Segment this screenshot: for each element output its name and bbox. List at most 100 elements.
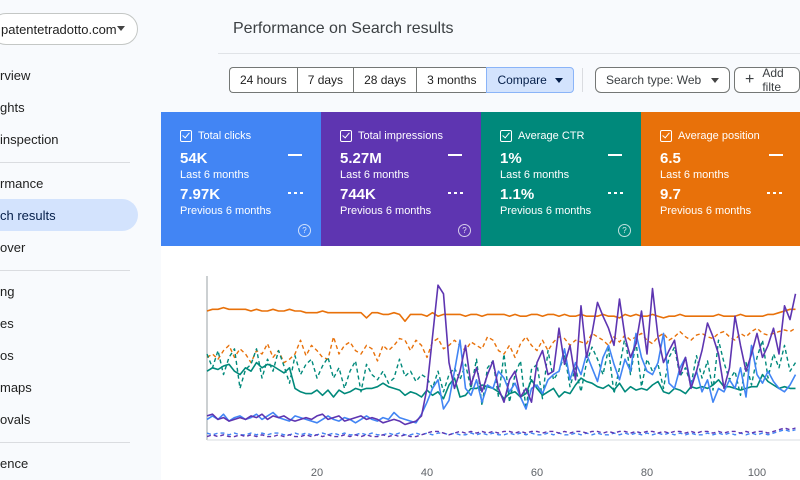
card-value: 1% — [500, 150, 522, 167]
nav-item-search-results[interactable]: ch results — [0, 199, 138, 231]
add-filter-label: Add filte — [762, 66, 784, 94]
nav-item-label: os — [0, 347, 14, 363]
dropdown-arrow-icon — [554, 77, 563, 83]
nav-item-label: es — [0, 315, 14, 331]
nav-item-label: ch results — [0, 207, 56, 223]
x-tick-label: 100 — [748, 467, 766, 479]
card-total-impressions[interactable]: Total impressions 5.27M Last 6 months 74… — [321, 112, 481, 246]
property-selector[interactable]: patentetradotto.com — [0, 13, 138, 45]
nav-item-url-inspection[interactable]: inspection — [0, 123, 138, 155]
card-previous-period: Previous 6 months — [500, 205, 592, 217]
solid-line-legend-icon — [288, 154, 302, 156]
nav-item-pages[interactable]: es — [0, 307, 138, 339]
series-line-1 — [206, 327, 796, 364]
series-line-0 — [206, 306, 796, 323]
metric-cards: Total clicks 54K Last 6 months 7.97K Pre… — [161, 112, 800, 246]
card-label: Total clicks — [198, 130, 252, 142]
nav-item-performance[interactable]: rmance — [0, 167, 138, 199]
card-value: 54K — [180, 150, 208, 167]
x-tick-label: 20 — [311, 467, 323, 479]
header-divider — [218, 53, 800, 54]
card-previous-value: 7.97K — [180, 186, 221, 203]
sidebar-divider — [0, 270, 130, 271]
performance-chart[interactable]: 20 40 60 80 100 — [161, 246, 800, 480]
nav-item-sitemaps[interactable]: maps — [0, 371, 138, 403]
help-icon[interactable]: ? — [618, 224, 631, 237]
card-value: 6.5 — [660, 150, 681, 167]
x-tick-label: 40 — [421, 467, 433, 479]
add-filter-button[interactable]: + Add filte — [734, 66, 800, 94]
card-label: Average position — [678, 130, 760, 142]
card-previous-value: 744K — [340, 186, 376, 203]
compare-button[interactable]: Compare — [486, 67, 574, 93]
date-range-selector: 24 hours 7 days 28 days 3 months Compare — [229, 67, 574, 93]
card-total-clicks[interactable]: Total clicks 54K Last 6 months 7.97K Pre… — [161, 112, 321, 246]
checkbox-icon[interactable] — [180, 130, 192, 142]
nav-item-insights[interactable]: ghts — [0, 91, 138, 123]
dashed-line-legend-icon — [608, 192, 624, 194]
filter-separator — [582, 68, 583, 92]
dashed-line-legend-icon — [448, 192, 464, 194]
nav-item-discover[interactable]: over — [0, 231, 138, 263]
help-icon[interactable]: ? — [298, 224, 311, 237]
checkbox-icon[interactable] — [660, 130, 672, 142]
card-period: Last 6 months — [660, 169, 730, 181]
dashed-line-legend-icon — [767, 192, 783, 194]
x-tick-label: 60 — [531, 467, 543, 479]
series-line-4 — [206, 332, 797, 424]
range-28-days-button[interactable]: 28 days — [353, 67, 417, 93]
nav-item-experience[interactable]: ence — [0, 447, 138, 479]
series-line-5 — [206, 428, 796, 436]
nav-item-label: rview — [0, 67, 31, 83]
sidebar-divider — [0, 442, 130, 443]
plus-icon: + — [745, 71, 755, 88]
dashed-line-legend-icon — [288, 192, 304, 194]
x-tick-label: 80 — [641, 467, 653, 479]
card-period: Last 6 months — [340, 169, 410, 181]
nav-item-indexing[interactable]: ng — [0, 275, 138, 307]
card-previous-period: Previous 6 months — [180, 205, 272, 217]
dropdown-arrow-icon — [711, 77, 720, 83]
chevron-down-icon — [117, 26, 125, 31]
nav-item-label: ence — [0, 455, 29, 471]
card-previous-value: 9.7 — [660, 186, 681, 203]
nav-item-label: over — [0, 239, 26, 255]
checkbox-icon[interactable] — [500, 130, 512, 142]
card-previous-period: Previous 6 months — [660, 205, 752, 217]
card-value: 5.27M — [340, 150, 382, 167]
card-period: Last 6 months — [180, 169, 250, 181]
help-icon[interactable]: ? — [458, 224, 471, 237]
range-7-days-button[interactable]: 7 days — [296, 67, 354, 93]
nav-item-videos[interactable]: os — [0, 339, 138, 371]
card-period: Last 6 months — [500, 169, 570, 181]
series-line-3 — [206, 336, 797, 410]
nav-item-overview[interactable]: rview — [0, 59, 138, 91]
nav-item-label: ng — [0, 283, 15, 299]
range-3-months-button[interactable]: 3 months — [416, 67, 487, 93]
search-type-button[interactable]: Search type: Web — [595, 67, 731, 93]
nav-item-label: maps — [0, 379, 32, 395]
nav-item-label: rmance — [0, 175, 44, 191]
solid-line-legend-icon — [769, 154, 783, 156]
search-type-label: Search type: Web — [606, 73, 702, 87]
range-24-hours-button[interactable]: 24 hours — [229, 67, 297, 93]
card-label: Total impressions — [358, 130, 443, 142]
solid-line-legend-icon — [448, 154, 462, 156]
card-average-ctr[interactable]: Average CTR 1% Last 6 months 1.1% Previo… — [481, 112, 641, 246]
nav-item-removals[interactable]: ovals — [0, 403, 138, 435]
compare-label: Compare — [497, 73, 547, 87]
card-average-position[interactable]: Average position 6.5 Last 6 months 9.7 P… — [641, 112, 800, 246]
nav-item-label: inspection — [0, 131, 59, 147]
solid-line-legend-icon — [608, 154, 622, 156]
series-line-7 — [206, 427, 796, 438]
card-previous-value: 1.1% — [500, 186, 535, 203]
sidebar: patentetradotto.com rview ghts inspectio… — [0, 0, 160, 480]
performance-chart-panel: 20 40 60 80 100 — [161, 246, 800, 480]
checkbox-icon[interactable] — [340, 130, 352, 142]
card-previous-period: Previous 6 months — [340, 205, 432, 217]
nav-item-label: ghts — [0, 99, 25, 115]
sidebar-divider — [0, 162, 130, 163]
series-line-6 — [206, 284, 797, 426]
card-label: Average CTR — [518, 130, 585, 142]
page-title: Performance on Search results — [233, 20, 454, 37]
